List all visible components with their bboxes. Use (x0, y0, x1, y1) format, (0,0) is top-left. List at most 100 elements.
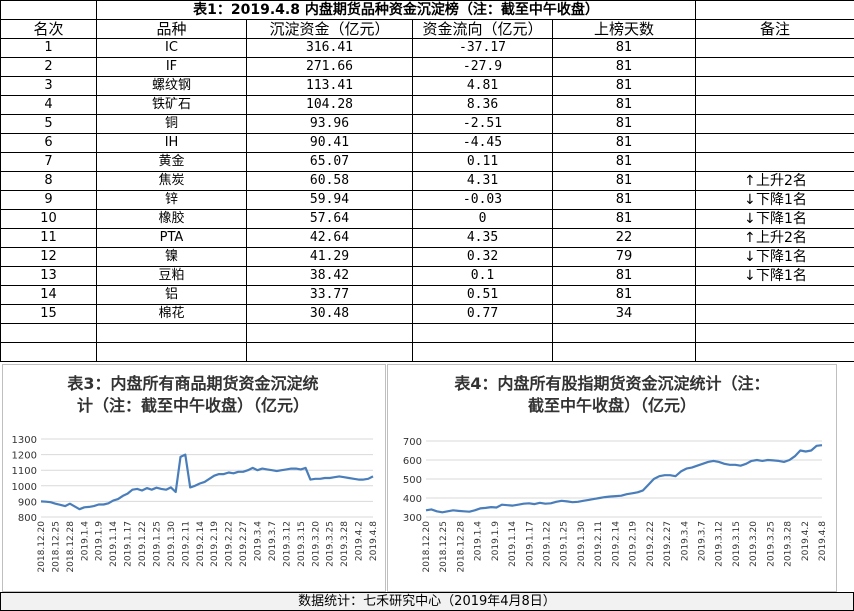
days-cell: 81 (551, 95, 697, 115)
x-tick-label: 2018.12.28 (66, 521, 76, 573)
header-rank: 名次 (0, 19, 97, 39)
header-flow: 资金流向（亿元） (412, 19, 553, 39)
rank-cell: 11 (0, 228, 97, 248)
commodity-chart-title-line2: 计（注：截至中午收盘）（亿元） (76, 396, 309, 415)
x-tick-label: 2019.3.20 (749, 521, 759, 567)
note-text: 上升2名 (756, 173, 807, 189)
x-tick-label: 2019.1.9 (95, 521, 105, 561)
fund-cell: 316.41 (246, 38, 413, 58)
x-tick-label: 2019.3.7 (697, 521, 707, 561)
x-tick-label: 2019.1.14 (109, 521, 119, 567)
x-tick-label: 2019.1.4 (474, 521, 484, 561)
index-chart-title: 表4：内盘所有股指期货资金沉淀统计（注： 截至中午收盘）（亿元） (408, 373, 816, 417)
note-text: 上升2名 (756, 230, 807, 246)
flow-cell: 4.35 (412, 228, 553, 248)
empty-cell (0, 323, 97, 343)
y-tick-label: 900 (18, 497, 37, 508)
rank-cell: 8 (0, 171, 97, 191)
fund-cell: 42.64 (246, 228, 413, 248)
empty-cell (695, 342, 854, 362)
y-tick-label: 500 (403, 475, 422, 486)
y-tick-label: 400 (403, 494, 422, 505)
rank-cell: 5 (0, 114, 97, 134)
ranking-table: 表1：2019.4.8 内盘期货品种资金沉淀榜（注：截至中午收盘） 名次 品种 … (0, 0, 854, 362)
table-row: 14 铝 33.77 0.51 81 (0, 285, 854, 305)
series-line (425, 444, 823, 514)
name-cell: 镍 (96, 247, 247, 267)
note-cell (695, 152, 854, 172)
note-cell (695, 76, 854, 96)
table-row: 4 铁矿石 104.28 8.36 81 (0, 95, 854, 115)
x-tick-label: 2019.2.19 (210, 521, 220, 567)
days-cell: 81 (551, 133, 697, 153)
y-tick-label: 600 (403, 456, 422, 467)
x-tick-label: 2019.1.4 (80, 521, 90, 561)
empty-cell (96, 323, 247, 343)
header-name: 品种 (96, 19, 247, 39)
days-cell: 81 (551, 285, 697, 305)
note-cell (695, 114, 854, 134)
x-tick-label: 2019.3.25 (326, 521, 336, 567)
table-row: 9 锌 59.94 -0.03 81 ↓下降1名 (0, 190, 854, 210)
name-cell: 铁矿石 (96, 95, 247, 115)
commodity-chart-svg: 800 900 1000 1100 1200 1300 2018.12.20 2018.12.… (12, 435, 379, 573)
x-tick-label: 2019.1.17 (124, 521, 134, 567)
name-cell: 豆粕 (96, 266, 247, 286)
days-cell: 81 (551, 114, 697, 134)
arrow-down-icon: ↓ (744, 268, 756, 284)
note-text: 下降1名 (756, 192, 807, 208)
table-row: 15 棉花 30.48 0.77 34 (0, 304, 854, 324)
index-chart-svg: 300 400 500 600 700 2018.12.20 2018.12.25 2018.… (403, 437, 828, 573)
fund-cell: 271.66 (246, 57, 413, 77)
days-cell: 22 (551, 228, 697, 248)
rank-cell: 10 (0, 209, 97, 229)
arrow-down-icon: ↓ (744, 249, 756, 265)
x-tick-label: 2019.3.15 (732, 521, 742, 567)
table-row: 1 IC 316.41 -37.17 81 (0, 38, 854, 58)
x-tick-label: 2019.2.11 (181, 521, 191, 567)
fund-cell: 65.07 (246, 152, 413, 172)
arrow-up-icon: ↑ (744, 173, 756, 189)
table-title: 表1：2019.4.8 内盘期货品种资金沉淀榜（注：截至中午收盘） (95, 0, 697, 20)
empty-cell (246, 323, 413, 343)
commodity-chart-title: 表3：内盘所有商品期货资金沉淀统 计（注：截至中午收盘）（亿元） (43, 373, 343, 417)
days-cell: 81 (551, 190, 697, 210)
x-tick-label: 2019.2.14 (196, 521, 206, 567)
x-tick-label: 2019.1.14 (508, 521, 518, 567)
flow-cell: 4.31 (412, 171, 553, 191)
x-tick-label: 2019.1.25 (152, 521, 162, 567)
x-tick-label: 2019.3.15 (297, 521, 307, 567)
note-text: 下降1名 (756, 211, 807, 227)
name-cell: 焦炭 (96, 171, 247, 191)
empty-cell (551, 342, 697, 362)
x-tick-label: 2019.3.25 (766, 521, 776, 567)
empty-cell (246, 342, 413, 362)
x-tick-label: 2019.4.2 (355, 521, 365, 561)
flow-cell: -2.51 (412, 114, 553, 134)
commodity-chart-container: 表3：内盘所有商品期货资金沉淀统 计（注：截至中午收盘）（亿元） 800 900 1… (2, 364, 386, 592)
fund-cell: 113.41 (246, 76, 413, 96)
x-tick-label: 2019.1.25 (560, 521, 570, 567)
fund-cell: 104.28 (246, 95, 413, 115)
index-chart-container: 表4：内盘所有股指期货资金沉淀统计（注： 截至中午收盘）（亿元） 300 400 5… (387, 364, 837, 592)
x-tick-label: 2018.12.25 (439, 521, 449, 573)
days-cell: 81 (551, 76, 697, 96)
note-cell: ↓下降1名 (695, 209, 854, 229)
note-cell: ↓下降1名 (695, 190, 854, 210)
x-tick-label: 2019.4.8 (818, 521, 828, 561)
flow-cell: -4.45 (412, 133, 553, 153)
note-cell (695, 57, 854, 77)
commodity-chart-title-line1: 表3：内盘所有商品期货资金沉淀统 (67, 374, 319, 393)
y-tick-label: 1300 (12, 435, 37, 446)
flow-cell: 0.32 (412, 247, 553, 267)
days-cell: 81 (551, 38, 697, 58)
rank-cell: 9 (0, 190, 97, 210)
index-chart-title-line1: 表4：内盘所有股指期货资金沉淀统计（注： (454, 374, 770, 393)
rank-cell: 4 (0, 95, 97, 115)
x-tick-label: 2019.2.27 (239, 521, 249, 567)
empty-cell (412, 342, 553, 362)
days-cell: 81 (551, 209, 697, 229)
x-tick-label: 2019.3.12 (715, 521, 725, 567)
table-row: 11 PTA 42.64 4.35 22 ↑上升2名 (0, 228, 854, 248)
note-text: 下降1名 (756, 268, 807, 284)
